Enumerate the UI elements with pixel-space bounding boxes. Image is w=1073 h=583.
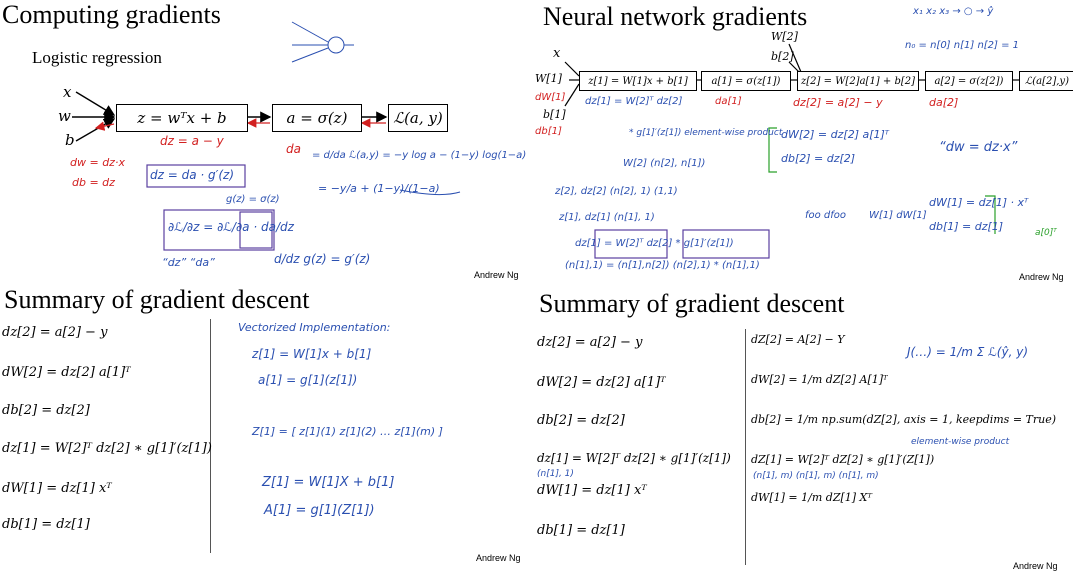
hand-dims-left: (n[1], 1) [537,469,574,479]
slide-summary-2: Summary of gradient descent dz[2] = a[2]… [535,285,1073,583]
input-x: x [63,83,72,101]
hand-dW2: dW[2] = dz[2] a[1]ᵀ [781,128,890,141]
input-b1: b[1] [543,108,566,121]
input-W1: W[1] [535,72,562,85]
equation-dz2: dz[2] = a[2] − y [537,335,643,350]
node-a: a = σ(z) [272,104,362,132]
hand-top-right: x₁ x₂ x₃ → ○ → ŷ [913,6,994,17]
equation-dW2: dW[2] = dz[2] a[1]ᵀ [2,365,131,380]
input-b: b [65,131,75,149]
hand-dims-bottom: (n[1],1) = (n[1],n[2]) (n[2],1) * (n[1],… [565,260,760,271]
equation-dz1: dz[1] = W[2]ᵀ dz[2] ∗ g[1]′(z[1]) [2,441,212,456]
equation-dW1: dW[1] = dz[1] xᵀ [537,483,647,498]
hand-partial: ∂ℒ/∂z = ∂ℒ/∂a · da/dz [168,220,294,234]
hand-w1: W[1] dW[1] [869,210,927,221]
equation-dZ1: dZ[1] = W[2]ᵀ dZ[2] ∗ g[1]′(Z[1]) [751,453,935,466]
hand-dz-chain: dz = da · g′(z) [150,168,235,182]
node-z: z = wᵀx + b [116,104,248,132]
hand-dz-da: “dz” “da” [162,256,215,269]
hand-da-result: = −y/a + (1−y)/(1−a) [318,182,440,195]
equation-db1: db[1] = dz[1] [537,523,625,538]
hand-foo: foo dfoo [805,210,847,221]
hand-db2: db[2] = dz[2] [781,152,856,165]
equation-dW1-vec: dW[1] = 1/m dZ[1] Xᵀ [751,491,872,504]
node-a1: a[1] = σ(z[1]) [701,71,791,91]
hand-z1dims: z[1], dz[1] (n[1], 1) [559,212,655,223]
hand-dz: dz = a − y [160,134,224,148]
hand-da-expr: = d/da ℒ(a,y) = −y log a − (1−y) log(1−a… [312,150,527,161]
hand-w2dims: W[2] (n[2], n[1]) [623,158,706,169]
slide-title: Computing gradients [2,0,221,29]
slide-subtitle: Logistic regression [32,48,162,67]
hand-heading: Vectorized Implementation: [238,321,391,334]
hand-dz1full: dz[1] = W[2]ᵀ dz[2] * g[1]′(z[1]) [575,238,734,249]
equation-db2-vec: db[2] = 1/m np.sum(dZ[2], axis = 1, keep… [751,413,1057,426]
slide-neural-network-gradients: Neural network gradients x₁ x₂ x₃ → ○ → … [535,0,1073,285]
input-W2: W[2] [771,30,798,43]
equation-dW2-vec: dW[2] = 1/m dZ[2] A[1]ᵀ [751,373,888,386]
hand-cost: J(…) = 1/m Σ ℒ(ŷ, y) [907,345,1029,359]
slide-credit: Andrew Ng [1019,272,1064,282]
node-z2: z[2] = W[2]a[1] + b[2] [797,71,919,91]
divider [210,319,211,553]
hand-sizes: n₀ = n[0] n[1] n[2] = 1 [905,40,1020,51]
hand-db1r: db[1] = dz[1] [929,220,1004,233]
hand-db: db = dz [72,176,115,189]
divider [745,329,746,565]
hand-A1v: A[1] = g[1](Z[1]) [264,503,375,518]
equation-dZ2: dZ[2] = A[2] − Y [751,333,845,346]
slide-credit: Andrew Ng [476,553,521,563]
node-loss: ℒ(a, y) [388,104,448,132]
hand-a0: a[0]ᵀ [1035,228,1057,238]
slide-title: Summary of gradient descent [539,289,845,318]
slide-title: Neural network gradients [543,2,808,31]
node-z1: z[1] = W[1]x + b[1] [579,71,697,91]
hand-Z1v: Z[1] = W[1]X + b[1] [262,475,395,490]
hand-g-def: g(z) = σ(z) [226,194,280,205]
node-a2: a[2] = σ(z[2]) [925,71,1013,91]
hand-z2dims: z[2], dz[2] (n[2], 1) (1,1) [555,186,678,197]
slide-title: Summary of gradient descent [4,285,310,314]
hand-db1: db[1] [535,126,562,137]
hand-dw: dw = dz·x [70,156,125,169]
equation-dW1: dW[1] = dz[1] xᵀ [2,481,112,496]
equation-dz1: dz[1] = W[2]ᵀ dz[2] ∗ g[1]′(z[1]) [537,451,731,465]
equation-db2: db[2] = dz[2] [2,403,90,418]
hand-a1: a[1] = g[1](z[1]) [258,373,358,387]
input-b2: b[2] [771,50,794,63]
node-loss: ℒ(a[2],y) [1019,71,1073,91]
hand-da-label: da [286,142,301,156]
slide-credit: Andrew Ng [474,270,519,280]
input-w: w [58,107,71,125]
equation-dz2: dz[2] = a[2] − y [2,325,108,340]
slide-summary-1: Summary of gradient descent dz[2] = a[2]… [0,285,530,583]
slide-computing-gradients: Computing gradients Logistic regression … [0,0,530,285]
hand-Z1: Z[1] = [ z[1](1) z[1](2) … z[1](m) ] [252,425,443,438]
slide-credit: Andrew Ng [1013,561,1058,571]
hand-elem: element-wise product [911,437,1010,447]
hand-da1: da[1] [715,96,742,107]
hand-z1: z[1] = W[1]x + b[1] [252,347,372,361]
hand-dz1: dz[1] = W[2]ᵀ dz[2] [585,96,683,107]
equation-db2: db[2] = dz[2] [537,413,625,428]
equation-db1: db[1] = dz[1] [2,517,90,532]
hand-da2: da[2] [929,96,959,109]
equation-dW2: dW[2] = dz[2] a[1]ᵀ [537,375,666,390]
hand-dims-right: (n[1], m) (n[1], m) (n[1], m) [753,471,879,481]
hand-dW1: dW[1] [535,92,566,103]
graph-arrows [72,21,461,251]
hand-dw-dz: “dw = dz·x” [939,140,1018,155]
hand-g-deriv: d/dz g(z) = g′(z) [274,252,371,266]
input-x: x [553,46,561,61]
hand-dz2: dz[2] = a[2] − y [793,96,883,109]
hand-dW1r: dW[1] = dz[1] · xᵀ [929,196,1029,209]
hand-elem: * g[1]′(z[1]) element-wise product [629,128,783,138]
